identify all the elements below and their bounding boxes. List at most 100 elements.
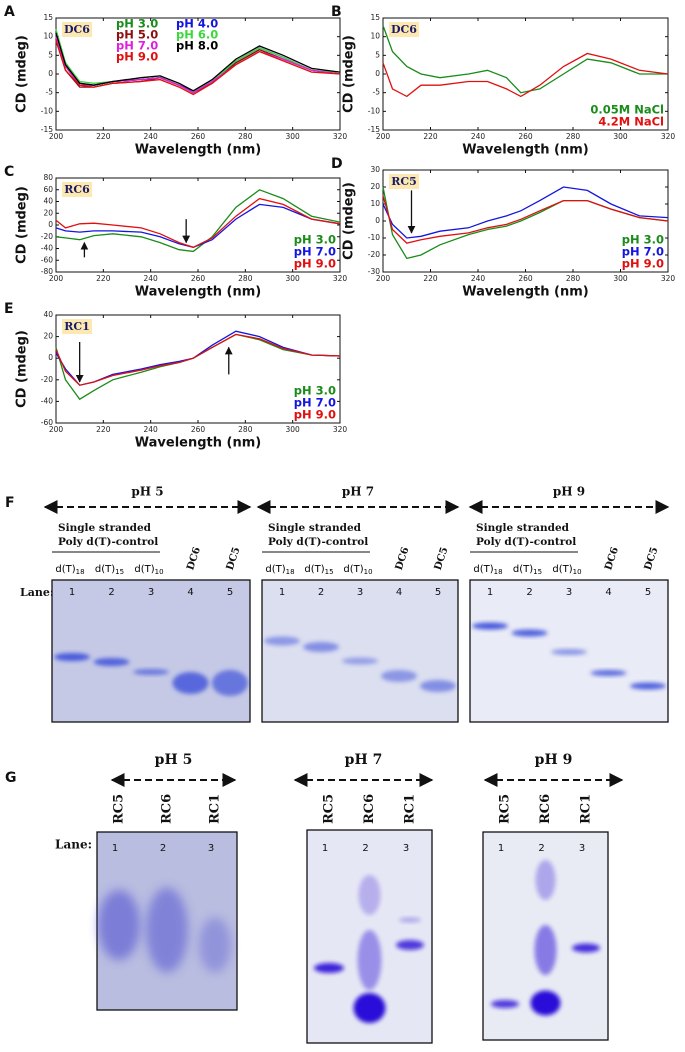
lane-name-base: d(T) [513, 564, 533, 575]
lane-number: 3 [148, 587, 154, 598]
control-label: Single stranded [268, 522, 362, 534]
y-tick-label: 20 [370, 182, 380, 191]
lane-name: RC1 [579, 794, 594, 824]
gel-title: pH 9 [553, 485, 585, 499]
lane-number: 1 [112, 843, 118, 854]
cd-curve [55, 330, 341, 386]
y-tick-label: 15 [43, 13, 53, 22]
lane-number: 3 [208, 843, 214, 854]
x-axis-title: Wavelength (nm) [135, 285, 261, 300]
lane-number: 2 [108, 587, 114, 598]
lane-number: 2 [538, 843, 544, 854]
y-tick-label: 10 [43, 32, 53, 41]
x-tick-label: 280 [566, 274, 581, 283]
x-tick-label: 240 [471, 274, 486, 283]
annotation: DC6 [391, 23, 417, 36]
control-label: Poly d(T)-control [58, 536, 158, 548]
x-tick-label: 240 [144, 425, 159, 434]
lane-name: RC1 [403, 794, 418, 824]
y-tick-label: -15 [41, 125, 53, 134]
y-tick-label: -30 [368, 267, 380, 276]
lane-number: 4 [396, 587, 402, 598]
gel-title: pH 7 [342, 485, 374, 499]
lane-name-sub: 15 [115, 568, 124, 576]
x-tick-label: 260 [518, 132, 533, 141]
x-tick-label: 240 [144, 132, 159, 141]
y-tick-label: -40 [41, 396, 53, 405]
gel-band [353, 993, 386, 1023]
x-tick-label: 280 [566, 132, 581, 141]
legend-entry: pH 9.0 [294, 408, 336, 422]
legend-entry: pH 7.0 [116, 39, 158, 53]
gel-band [303, 642, 339, 652]
y-tick-label: -20 [41, 375, 53, 384]
lane-number: 3 [403, 843, 409, 854]
gel-band [264, 636, 300, 646]
gel-title: pH 5 [155, 752, 193, 768]
x-tick-label: 300 [286, 132, 301, 141]
lane-name: DC5 [225, 546, 243, 572]
lane-name: d(T)10 [552, 564, 581, 576]
lane-number: 5 [645, 587, 651, 598]
annotation-box [62, 182, 92, 197]
panel-letter: D [331, 156, 343, 172]
lane-number: 3 [357, 587, 363, 598]
lane-name: d(T)10 [134, 564, 163, 576]
gel-band [530, 990, 561, 1016]
cd-curve [382, 195, 669, 244]
lane-number: 1 [498, 843, 504, 854]
x-axis-title: Wavelength (nm) [462, 143, 588, 158]
y-tick-label: 0 [48, 69, 53, 78]
gel-title: pH 7 [345, 752, 383, 768]
x-tick-label: 320 [333, 425, 348, 434]
gel-band [358, 875, 381, 915]
lane-name: RC6 [362, 794, 377, 824]
x-tick-label: 280 [238, 132, 253, 141]
annotation: RC1 [64, 320, 90, 333]
x-axis-title: Wavelength (nm) [462, 285, 588, 300]
y-tick-label: -10 [41, 106, 53, 115]
cd-curve [55, 197, 341, 249]
x-tick-label: 200 [49, 132, 64, 141]
gel-band [590, 670, 627, 676]
x-tick-label: 320 [333, 274, 348, 283]
gel-band [472, 622, 508, 630]
lane-name: RC1 [208, 794, 223, 824]
gel-band [534, 925, 557, 975]
legend-entry: pH 5.0 [116, 28, 158, 42]
lane-name: RC5 [322, 794, 337, 824]
lane-number: 3 [566, 587, 572, 598]
x-tick-label: 200 [376, 132, 391, 141]
legend-entry: pH 8.0 [176, 39, 218, 53]
lane-name: DC5 [433, 546, 451, 572]
x-tick-label: 200 [49, 425, 64, 434]
x-tick-label: 220 [423, 132, 438, 141]
gel-band [199, 917, 231, 973]
gel-band [212, 670, 248, 696]
y-tick-label: -10 [368, 233, 380, 242]
lane-number: 2 [526, 587, 532, 598]
x-tick-label: 280 [238, 425, 253, 434]
x-tick-label: 260 [191, 274, 206, 283]
gel-band [630, 682, 666, 690]
annotation-box [62, 22, 92, 37]
annotation: RC5 [391, 175, 417, 188]
x-tick-label: 220 [96, 425, 111, 434]
gel [51, 579, 251, 723]
legend-entry: pH 7.0 [294, 245, 336, 259]
panel-letter: B [331, 4, 342, 20]
cd-curve [382, 186, 669, 239]
gel-title: pH 5 [131, 485, 163, 499]
lane-heading: Lane: [20, 586, 54, 599]
legend-entry: 0.05M NaCl [590, 103, 664, 117]
control-label: Poly d(T)-control [476, 536, 576, 548]
x-axis-title: Wavelength (nm) [135, 143, 261, 158]
y-tick-label: 10 [370, 32, 380, 41]
lane-name-base: d(T) [265, 564, 285, 575]
lane-number: 1 [279, 587, 285, 598]
panel-letter: F [5, 495, 15, 511]
legend-entry: pH 7.0 [622, 245, 664, 259]
lane-name: DC5 [643, 546, 661, 572]
x-tick-label: 240 [144, 274, 159, 283]
